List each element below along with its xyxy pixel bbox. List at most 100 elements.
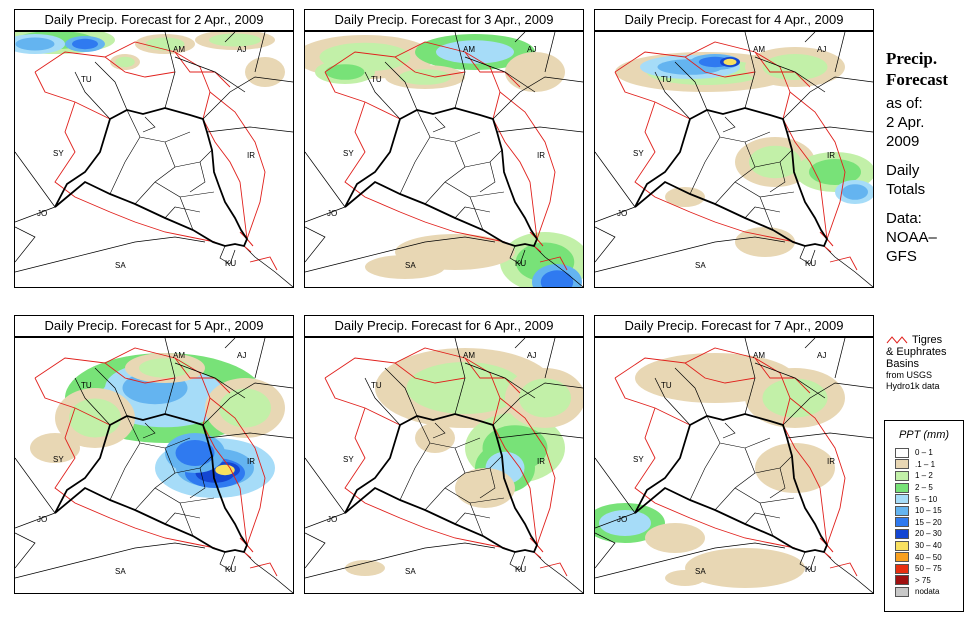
basin-outline (754, 357, 811, 394)
panel-title: Daily Precip. Forecast for 2 Apr., 2009 (14, 9, 294, 31)
legend-swatch (895, 552, 909, 563)
province-border (399, 136, 431, 195)
country-label: JO (327, 515, 337, 524)
country-border (15, 542, 206, 579)
basin-outline (614, 377, 691, 426)
basin-outline (829, 256, 858, 271)
legend-swatch (895, 563, 909, 574)
basin-outline (54, 101, 111, 213)
basin-outline (689, 517, 796, 549)
province-border (126, 415, 191, 449)
legend-label: 40 – 50 (915, 552, 942, 562)
sidebar-title: Precip. (886, 49, 938, 68)
precip-area (599, 510, 651, 536)
province-border (432, 116, 446, 133)
basin-outline (109, 517, 216, 549)
province-border (189, 467, 206, 499)
basin-outline (782, 118, 828, 240)
country-label: AJ (237, 45, 246, 54)
iraq-border (344, 107, 539, 248)
country-border (804, 338, 816, 349)
province-border (109, 442, 141, 501)
country-border (74, 71, 111, 120)
basin-outline (399, 517, 506, 549)
country-border (305, 206, 346, 223)
country-label: AM (753, 45, 765, 54)
legend-swatch (895, 447, 909, 458)
country-border (454, 338, 466, 415)
country-border (243, 551, 293, 593)
province-border (142, 422, 156, 439)
precip-area (115, 56, 135, 68)
panel-title: Daily Precip. Forecast for 6 Apr., 2009 (304, 315, 584, 337)
basin-outline (324, 71, 401, 120)
country-border (206, 126, 293, 133)
country-border (305, 512, 346, 529)
country-label: SY (633, 455, 644, 464)
province-border (164, 512, 201, 525)
country-border (15, 151, 56, 208)
forecast-panel-apr3: Daily Precip. Forecast for 3 Apr., 2009 … (304, 9, 584, 288)
province-border (744, 512, 781, 525)
precip-area (842, 184, 868, 200)
basin-outline (344, 407, 401, 519)
country-border (219, 245, 236, 265)
country-label: AM (173, 45, 185, 54)
country-label: KU (225, 565, 236, 574)
country-border (224, 338, 236, 349)
province-border (722, 422, 736, 439)
country-border (202, 76, 293, 120)
geography (15, 32, 293, 287)
basin-outline (689, 211, 796, 243)
basin-outline (174, 357, 231, 394)
country-label: AM (173, 351, 185, 360)
legend-label: .1 – 1 (915, 459, 936, 469)
legend-item: 1 – 2 (885, 470, 963, 482)
basin-outline (202, 424, 248, 546)
precip-field (305, 34, 583, 287)
country-border (364, 71, 401, 120)
legend-swatch (895, 586, 909, 597)
legend-label: 15 – 20 (915, 517, 942, 527)
legend-swatch (895, 540, 909, 551)
basin-outline (499, 91, 556, 240)
precip-area (762, 54, 828, 80)
geography (15, 338, 293, 593)
precip-area (422, 428, 448, 448)
legend-label: 5 – 10 (915, 494, 938, 504)
legend-item: 15 – 20 (885, 517, 963, 529)
iraq-border (634, 107, 829, 248)
province-border (174, 149, 213, 168)
country-label: AJ (527, 351, 536, 360)
country-label: KU (805, 565, 816, 574)
country-border (595, 512, 636, 529)
precip-area (175, 440, 215, 466)
legend-item: 10 – 15 (885, 505, 963, 517)
country-label: JO (37, 209, 47, 218)
country-border (464, 362, 536, 399)
country-label: KU (515, 565, 526, 574)
basin-outline (209, 397, 266, 546)
province-border (714, 447, 756, 511)
basin-outline (394, 56, 466, 78)
legend-swatch (895, 517, 909, 528)
precip-field (30, 353, 285, 498)
precip-area (406, 362, 524, 414)
country-label: AJ (817, 45, 826, 54)
legend-label: 30 – 40 (915, 541, 942, 551)
country-border (786, 126, 873, 133)
precip-field (595, 353, 845, 588)
country-border (744, 338, 756, 415)
precip-area (723, 58, 737, 66)
panel-title: Daily Precip. Forecast for 3 Apr., 2009 (304, 9, 584, 31)
country-label: SA (405, 261, 416, 270)
country-border (799, 245, 816, 265)
legend-item: 40 – 50 (885, 551, 963, 563)
basin-outline (249, 256, 278, 271)
country-border (15, 532, 36, 569)
province-border (432, 422, 446, 439)
country-label: TU (371, 381, 382, 390)
province-border (744, 206, 781, 219)
province-border (689, 442, 721, 501)
country-label: JO (37, 515, 47, 524)
